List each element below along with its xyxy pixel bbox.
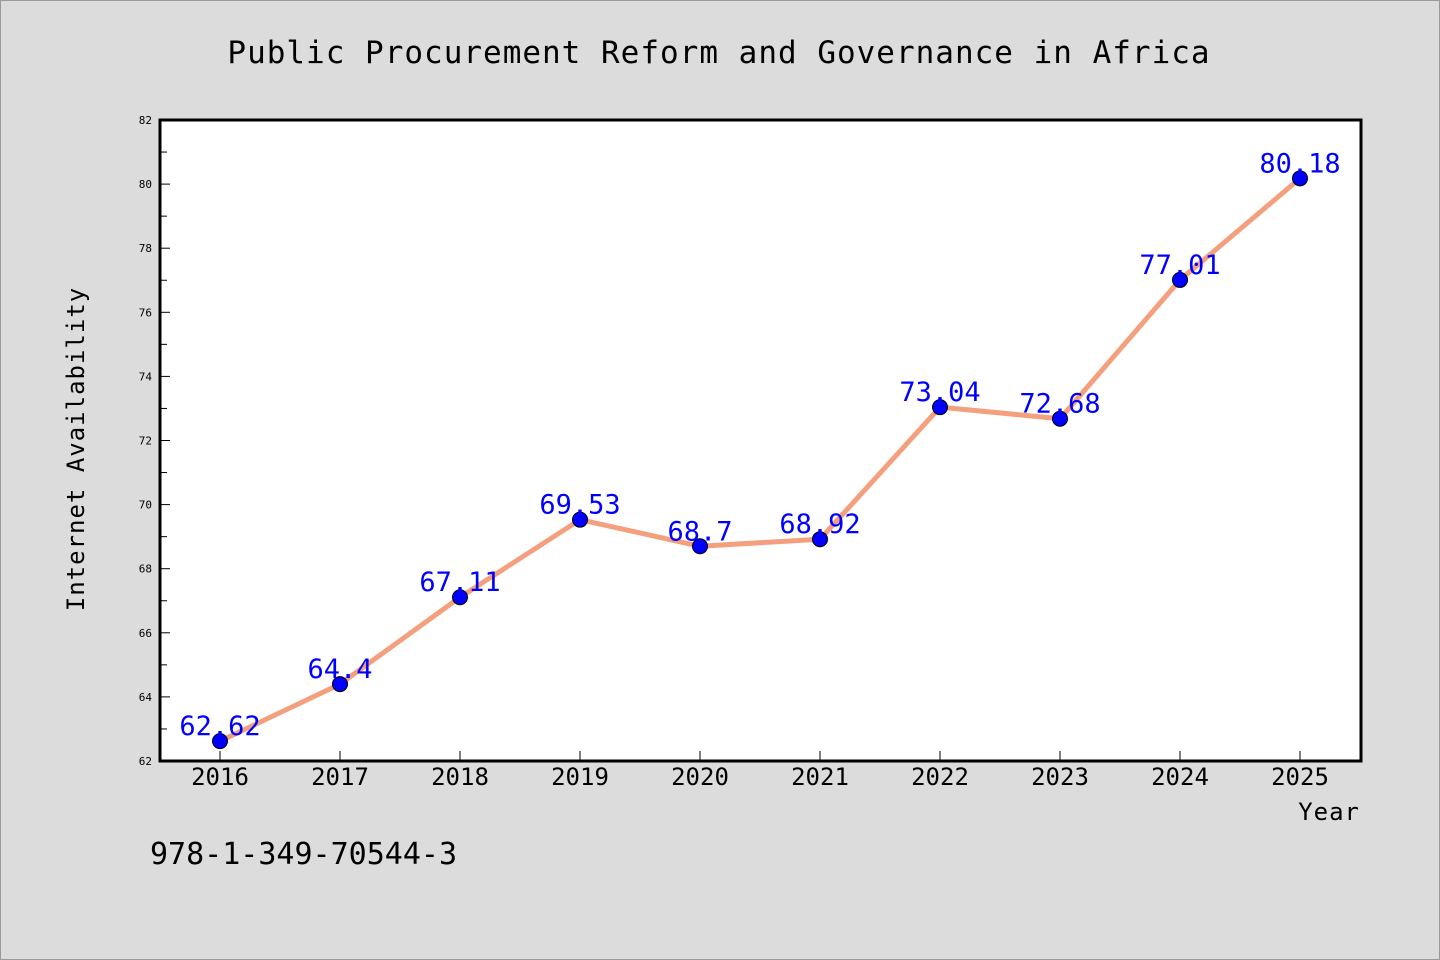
data-point: [812, 531, 828, 548]
data-point: [1292, 170, 1308, 187]
x-tick-label: 2023: [1031, 763, 1089, 791]
data-point: [1172, 271, 1188, 288]
y-axis-label: Internet Availability: [62, 287, 90, 611]
footer-code: 978-1-349-70544-3: [150, 837, 457, 872]
data-point: [452, 589, 468, 606]
plot-frame: [158, 118, 1363, 763]
y-tick-label: 64: [139, 691, 153, 704]
x-tick-label: 2022: [911, 763, 969, 791]
x-tick-label: 2019: [551, 763, 609, 791]
data-point: [212, 733, 228, 750]
y-tick-label: 66: [139, 627, 152, 640]
x-tick-label: 2024: [1151, 763, 1209, 791]
y-tick-label: 72: [139, 435, 152, 448]
data-label: 69.53: [539, 490, 620, 521]
series-layer: 62.62 64.4 67.11 69.53 68.7 68.92 73.04 72.68 77…: [179, 148, 1341, 750]
y-tick-label: 80: [139, 178, 152, 191]
x-tick-label: 2025: [1271, 763, 1329, 791]
data-label: 64.4: [307, 654, 372, 685]
y-tick-label: 74: [139, 370, 153, 383]
data-label: 80.18: [1259, 148, 1340, 179]
x-axis-ticks: 2016 2017 2018 2019 2020 2021 2022 2023 2024 2025: [191, 751, 1329, 791]
x-tick-label: 2018: [431, 763, 489, 791]
x-axis-label: Year: [1298, 798, 1360, 826]
y-tick-label: 78: [139, 242, 152, 255]
x-tick-label: 2021: [791, 763, 849, 791]
data-point: [332, 676, 348, 693]
data-point: [692, 538, 708, 555]
data-label: 73.04: [899, 377, 980, 408]
data-point: [1052, 410, 1068, 427]
y-tick-label: 82: [139, 114, 152, 127]
x-tick-label: 2016: [191, 763, 249, 791]
y-tick-label: 70: [139, 499, 152, 512]
data-label: 62.62: [179, 711, 260, 742]
data-point: [932, 399, 948, 416]
chart-title: Public Procurement Reform and Governance…: [227, 35, 1210, 71]
series-line: [217, 175, 1303, 744]
data-label: 77.01: [1139, 250, 1220, 281]
data-label: 68.7: [667, 516, 732, 547]
data-label: 72.68: [1019, 389, 1100, 420]
data-label: 67.11: [419, 567, 500, 598]
y-tick-label: 62: [139, 755, 152, 768]
x-tick-label: 2020: [671, 763, 729, 791]
plot-area: [160, 120, 1361, 761]
data-label: 68.92: [779, 509, 860, 540]
y-tick-label: 76: [139, 306, 152, 319]
x-tick-label: 2017: [311, 763, 369, 791]
data-point: [572, 511, 588, 528]
y-tick-label: 68: [139, 563, 152, 576]
